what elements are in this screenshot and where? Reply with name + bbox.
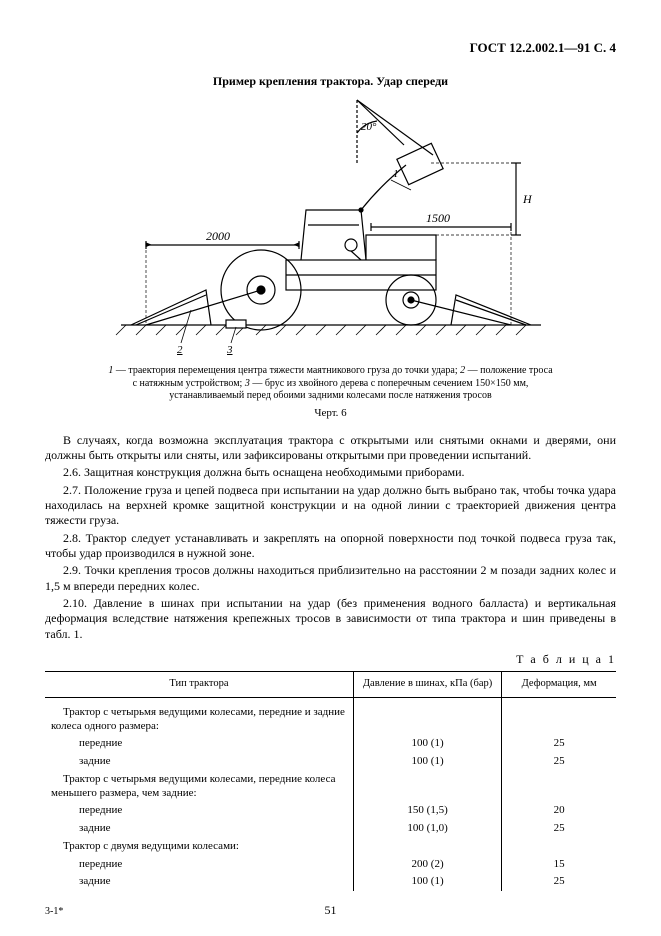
- row-deform: 25: [502, 735, 616, 753]
- row-label: передние: [45, 735, 353, 753]
- row-deform: 25: [502, 753, 616, 771]
- row-pressure: 100 (1): [353, 873, 501, 891]
- figure-caption: 1 — траектория перемещения центра тяжест…: [105, 365, 556, 403]
- row-pressure: 100 (1,0): [353, 820, 501, 838]
- table-row: Трактор с двумя ведущими колесами:: [45, 838, 616, 856]
- para-2-8: 2.8. Трактор следует устанавливать и зак…: [45, 531, 616, 562]
- row-label: задние: [45, 753, 353, 771]
- para-2-10: 2.10. Давление в шинах при испытании на …: [45, 596, 616, 642]
- col-deform: Деформация, мм: [502, 672, 616, 698]
- para-2-7: 2.7. Положение груза и цепей подвеса при…: [45, 483, 616, 529]
- tractor-diagram: 2000 1500 20° H 1 2 3: [45, 95, 616, 359]
- row-deform: 15: [502, 856, 616, 874]
- group-title: Трактор с двумя ведущими колесами:: [45, 838, 353, 856]
- row-label: передние: [45, 802, 353, 820]
- page-footer: 3-1* 51: [0, 903, 661, 918]
- dim-1500: 1500: [426, 211, 450, 225]
- table-row: Трактор с четырьмя ведущими колесами, пе…: [45, 697, 616, 735]
- diagram-svg: 2000 1500 20° H 1 2 3: [111, 95, 551, 355]
- sheet-signature: 3-1*: [45, 906, 63, 919]
- figure-title: Пример крепления трактора. Удар спереди: [45, 74, 616, 89]
- body-text: В случаях, когда возможна эксплуатация т…: [45, 433, 616, 643]
- row-deform: 20: [502, 802, 616, 820]
- table-label: Т а б л и ц а 1: [45, 652, 616, 667]
- table-row: задние 100 (1) 25: [45, 873, 616, 891]
- table-row: передние 100 (1) 25: [45, 735, 616, 753]
- table-row: передние 150 (1,5) 20: [45, 802, 616, 820]
- angle-label: 20°: [361, 121, 377, 133]
- table-row: передние 200 (2) 15: [45, 856, 616, 874]
- callout-2: 2: [177, 344, 183, 355]
- table-row: задние 100 (1) 25: [45, 753, 616, 771]
- table-row: задние 100 (1,0) 25: [45, 820, 616, 838]
- group-title: Трактор с четырьмя ведущими колесами, пе…: [45, 771, 353, 803]
- row-label: передние: [45, 856, 353, 874]
- col-pressure: Давление в шинах, кПа (бар): [353, 672, 501, 698]
- figure-number: Черт. 6: [45, 407, 616, 421]
- caption-text-1: — траектория перемещения центра тяжести …: [113, 365, 460, 376]
- data-table: Тип трактора Давление в шинах, кПа (бар)…: [45, 671, 616, 891]
- row-label: задние: [45, 873, 353, 891]
- col-type: Тип трактора: [45, 672, 353, 698]
- row-pressure: 100 (1): [353, 753, 501, 771]
- para-intro: В случаях, когда возможна эксплуатация т…: [45, 433, 616, 464]
- row-deform: 25: [502, 820, 616, 838]
- h-label: H: [522, 192, 533, 206]
- dim-2000: 2000: [206, 229, 230, 243]
- callout-1: 1: [393, 168, 399, 180]
- para-2-6: 2.6. Защитная конструкция должна быть ос…: [45, 465, 616, 480]
- table-row: Трактор с четырьмя ведущими колесами, пе…: [45, 771, 616, 803]
- row-pressure: 100 (1): [353, 735, 501, 753]
- row-pressure: 150 (1,5): [353, 802, 501, 820]
- document-header: ГОСТ 12.2.002.1—91 С. 4: [45, 40, 616, 56]
- group-title: Трактор с четырьмя ведущими колесами, пе…: [45, 697, 353, 735]
- row-label: задние: [45, 820, 353, 838]
- para-2-9: 2.9. Точки крепления тросов должны наход…: [45, 563, 616, 594]
- row-pressure: 200 (2): [353, 856, 501, 874]
- page-number: 51: [325, 903, 337, 917]
- row-deform: 25: [502, 873, 616, 891]
- callout-3: 3: [226, 344, 233, 355]
